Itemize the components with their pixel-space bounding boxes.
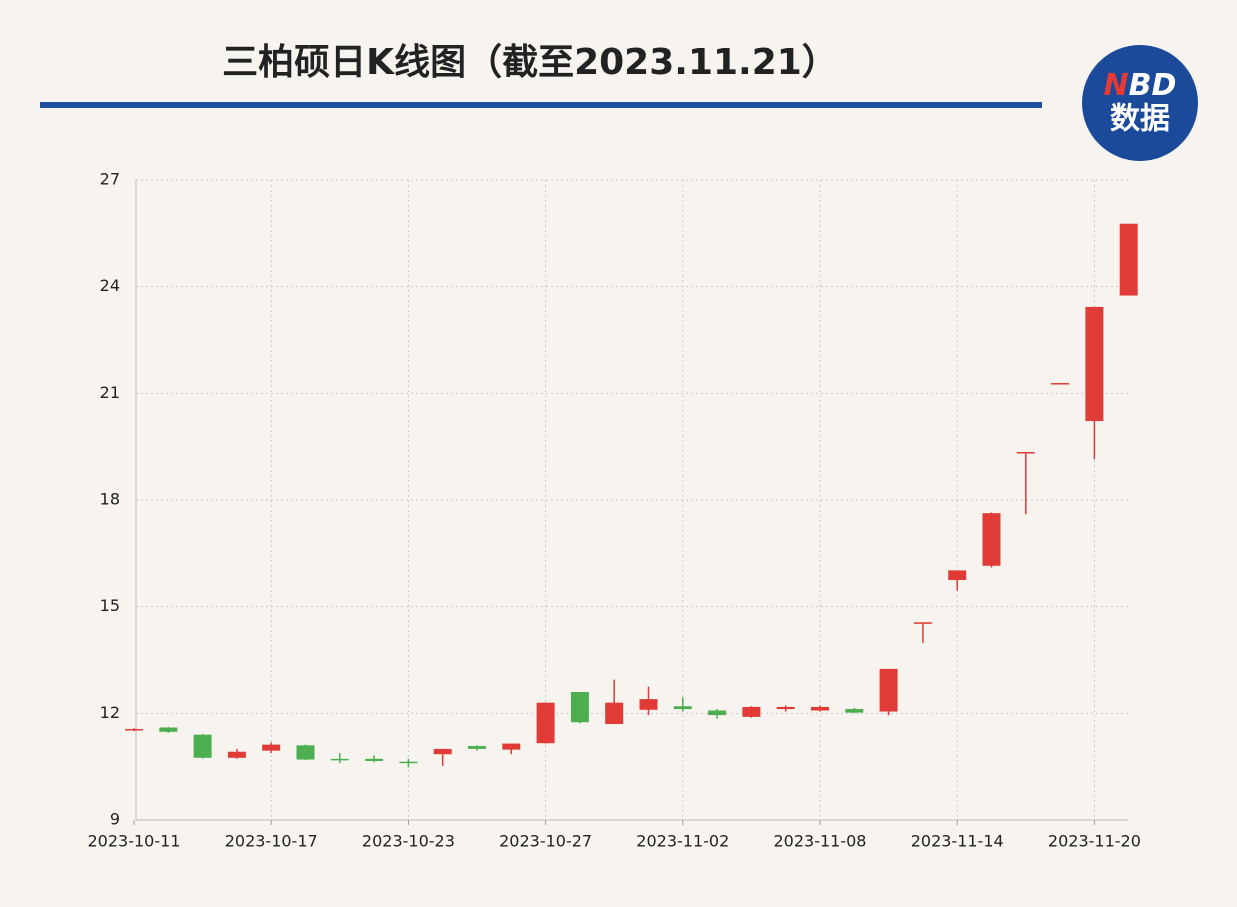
candle-body	[913, 622, 932, 624]
x-tick-label: 2023-11-14	[911, 832, 1004, 851]
candle-body	[1016, 452, 1035, 454]
title-underline	[40, 102, 1042, 108]
candle-body	[673, 706, 692, 710]
chart-title: 三柏硕日K线图（截至2023.11.21）	[222, 42, 838, 83]
candle-body	[502, 743, 521, 750]
x-tick-label: 2023-10-27	[499, 832, 592, 851]
candle-body	[330, 758, 349, 761]
logo-label: 数据	[1110, 102, 1170, 137]
y-tick-label: 27	[100, 170, 120, 189]
candle-body	[1119, 223, 1138, 296]
y-tick-label: 18	[100, 490, 120, 509]
candle-body	[296, 745, 315, 760]
candle-body	[570, 692, 589, 723]
candle-body	[639, 699, 658, 710]
candle-body	[1085, 306, 1104, 422]
candle-body	[811, 706, 829, 711]
logo-bd: BD	[1129, 68, 1177, 103]
candle-body	[468, 746, 486, 749]
x-tick-label: 2023-10-11	[88, 832, 181, 851]
y-tick-label: 24	[100, 276, 120, 295]
y-tick-label: 12	[100, 703, 120, 722]
candle-body	[845, 709, 864, 713]
candle-body	[982, 513, 1001, 566]
logo-mark: NBD	[1104, 68, 1177, 103]
candle-body	[776, 706, 795, 710]
candle-body	[159, 727, 178, 732]
candle-body	[605, 702, 624, 724]
x-tick-label: 2023-10-23	[362, 832, 455, 851]
candle-body	[365, 758, 384, 761]
candle-body	[125, 728, 143, 731]
candle-body	[433, 748, 452, 755]
candle-body	[948, 570, 967, 580]
x-tick-label: 2023-11-20	[1048, 832, 1141, 851]
x-tick-label: 2023-11-08	[774, 832, 867, 851]
y-tick-label: 15	[100, 596, 120, 615]
candle-body	[193, 734, 212, 758]
candle-body	[1051, 383, 1070, 385]
logo-circle	[1082, 45, 1198, 161]
y-tick-label: 21	[100, 383, 120, 402]
y-tick-label: 9	[110, 810, 120, 829]
candle-body	[742, 706, 761, 717]
logo-n: N	[1104, 68, 1129, 103]
candle-body	[227, 751, 246, 758]
candle-body	[262, 744, 281, 751]
x-tick-label: 2023-10-17	[225, 832, 318, 851]
x-tick-label: 2023-11-02	[636, 832, 729, 851]
candle-body	[879, 668, 898, 712]
candle-body	[536, 702, 555, 744]
candle-body	[708, 710, 727, 716]
candle-body	[399, 761, 418, 764]
